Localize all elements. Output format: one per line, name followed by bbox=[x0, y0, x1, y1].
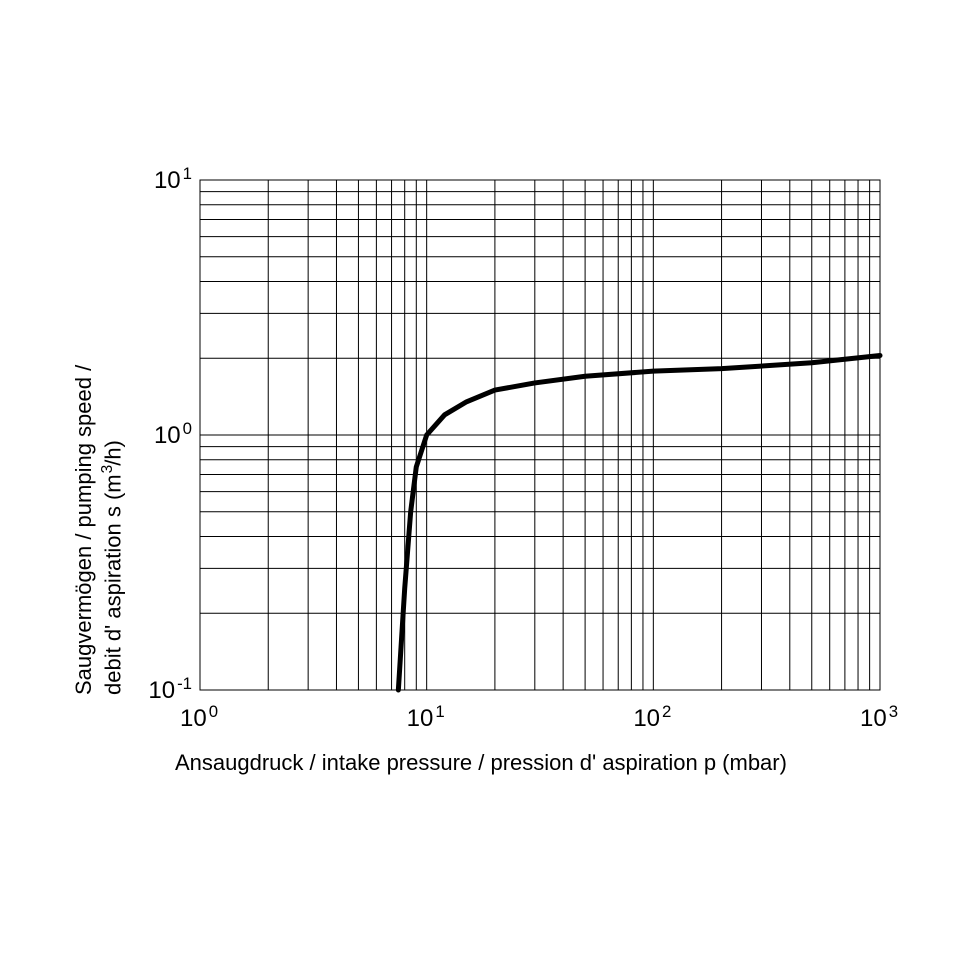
chart-container: 10010110210310-1100101Ansaugdruck / inta… bbox=[0, 0, 971, 971]
y-tick-label: 101 bbox=[130, 164, 190, 195]
x-axis-label: Ansaugdruck / intake pressure / pression… bbox=[175, 750, 787, 776]
y-tick-label: 10-1 bbox=[130, 674, 190, 705]
x-tick-label: 101 bbox=[407, 702, 443, 733]
x-tick-label: 100 bbox=[180, 702, 216, 733]
x-tick-label: 102 bbox=[633, 702, 669, 733]
y-axis-label: Saugvermögen / pumping speed /debit d' a… bbox=[70, 365, 126, 695]
x-tick-label: 103 bbox=[860, 702, 896, 733]
y-tick-label: 100 bbox=[130, 419, 190, 450]
chart-svg bbox=[0, 0, 971, 971]
